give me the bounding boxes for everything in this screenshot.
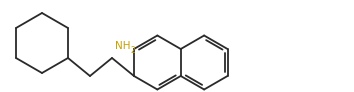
Text: NH: NH — [115, 41, 131, 51]
Text: 2: 2 — [131, 46, 135, 54]
